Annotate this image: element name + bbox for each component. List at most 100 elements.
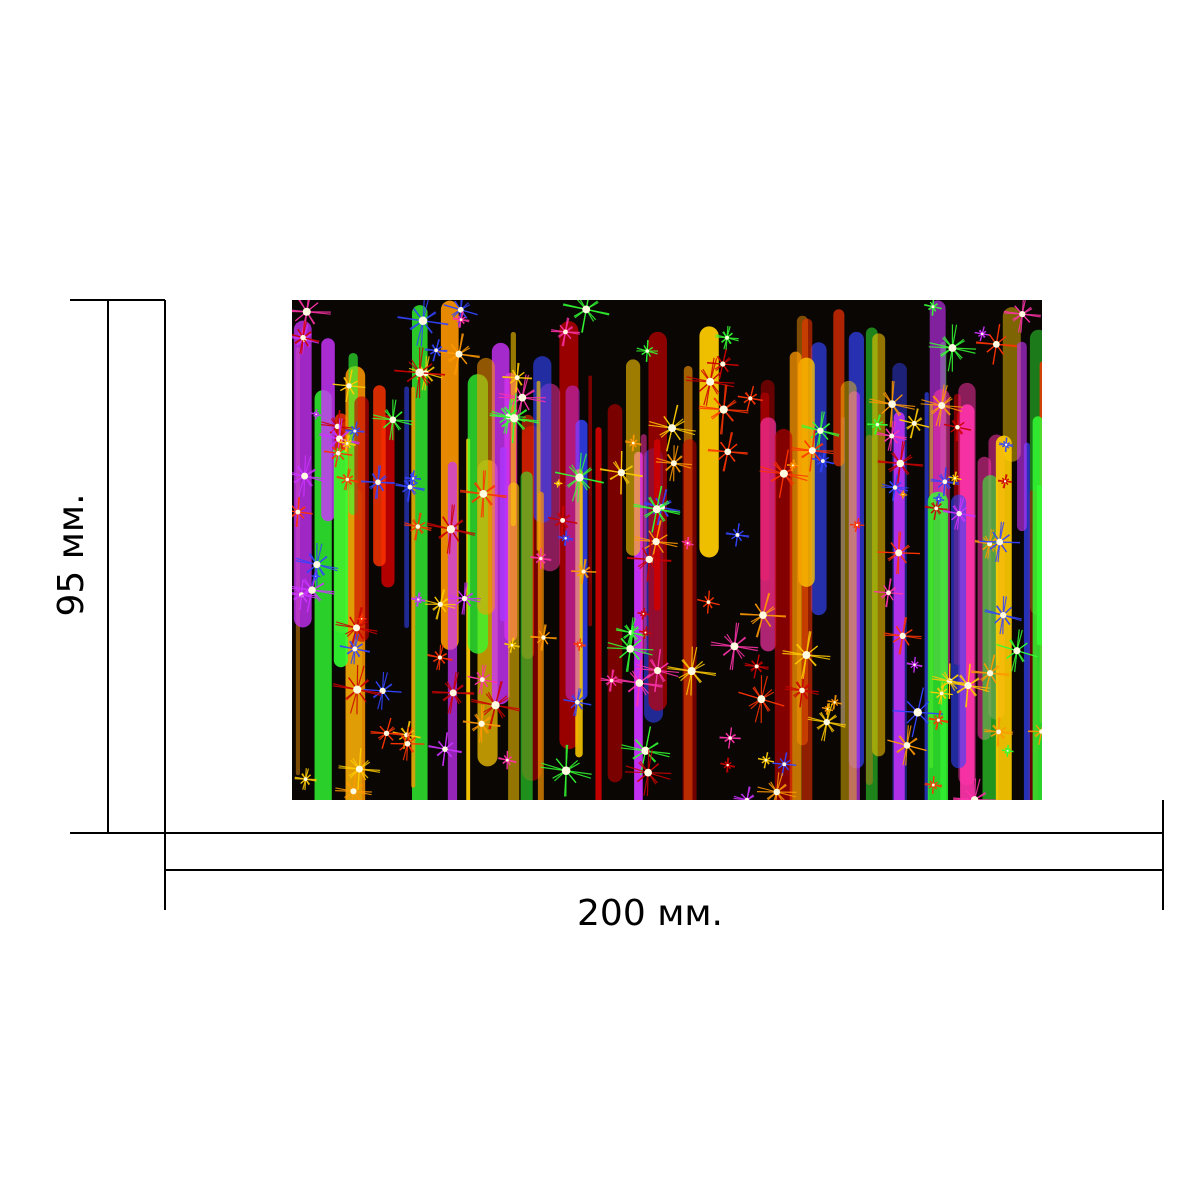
sparkle <box>706 600 711 605</box>
light-streak <box>951 494 967 769</box>
sparkle <box>642 612 645 615</box>
sparkle <box>355 765 363 773</box>
light-streak <box>333 448 348 668</box>
light-streak <box>840 380 857 800</box>
light-streak <box>1023 442 1030 800</box>
sparkle <box>1000 612 1007 619</box>
sparkle <box>346 383 352 389</box>
sparkle <box>720 361 726 367</box>
sparkle <box>295 509 301 515</box>
light-streak <box>774 428 793 800</box>
sparkle <box>560 517 566 523</box>
sparkle <box>334 423 341 430</box>
sparkle <box>644 768 652 777</box>
sparkle <box>899 632 906 639</box>
light-streak <box>625 359 641 556</box>
sparkle <box>896 459 905 468</box>
light-streak <box>595 427 602 800</box>
sparkle <box>434 348 438 353</box>
sparkle <box>335 450 341 456</box>
light-streak <box>848 391 860 800</box>
light-streak <box>982 475 999 800</box>
sparkle <box>375 479 381 486</box>
sparkle <box>578 643 581 646</box>
sparkle <box>449 689 457 697</box>
sparkle <box>888 400 896 409</box>
light-streak <box>411 305 428 800</box>
height-dimension: 95 мм. <box>51 299 166 834</box>
sparkle <box>730 642 739 651</box>
light-streak <box>927 491 949 800</box>
sparkle <box>609 678 614 683</box>
sparkle <box>644 631 647 634</box>
sparkle <box>936 718 941 722</box>
sparkle <box>518 393 527 402</box>
sparkle <box>808 447 816 455</box>
sparkle <box>937 498 940 500</box>
sparkle <box>352 646 358 652</box>
sparkle <box>706 377 715 386</box>
sparkle <box>889 433 895 439</box>
light-streak <box>588 375 593 627</box>
light-streak <box>893 412 905 800</box>
sparkle <box>300 334 306 341</box>
light-streak <box>404 386 410 629</box>
light-streak <box>699 326 719 558</box>
sparkle <box>302 307 311 316</box>
product-image <box>292 300 1042 800</box>
sparkle <box>479 489 488 498</box>
sparkle <box>744 797 750 800</box>
sparkle <box>799 687 805 694</box>
light-streak <box>798 357 815 587</box>
sparkle <box>582 305 591 314</box>
sparkle <box>817 427 824 434</box>
sparkle <box>886 590 891 596</box>
sparkle <box>652 538 660 546</box>
sparkle <box>938 401 946 409</box>
sparkle <box>301 472 309 480</box>
sparkle <box>437 655 443 660</box>
sparkle <box>539 556 543 561</box>
sparkle <box>1019 311 1026 318</box>
light-streak <box>682 439 697 800</box>
width-dimension: 200 мм. <box>164 800 1164 934</box>
sparkle <box>996 729 1001 735</box>
light-streak <box>1017 341 1027 532</box>
sparkle <box>635 679 644 687</box>
sparkle <box>415 368 424 377</box>
sparkle <box>971 796 979 800</box>
sparkle <box>626 644 635 653</box>
height-label: 95 мм. <box>51 493 92 616</box>
sparkle <box>383 730 390 736</box>
sparkle <box>645 349 650 353</box>
sparkle <box>581 569 586 574</box>
sparkle <box>903 741 911 749</box>
sparkle <box>313 560 321 569</box>
sparkle <box>479 677 485 683</box>
sparkle <box>557 482 559 485</box>
sparkle <box>1004 443 1008 446</box>
width-label: 200 мм. <box>577 893 723 934</box>
sparkle <box>719 405 728 414</box>
sparkle <box>350 788 357 795</box>
sparkle <box>407 484 413 490</box>
sparkle <box>353 685 362 694</box>
sparkle <box>670 460 677 467</box>
sparkle <box>505 758 509 762</box>
sparkle <box>686 542 689 545</box>
light-streak <box>1032 416 1042 800</box>
sparkle <box>564 537 567 540</box>
sparkle <box>948 344 957 352</box>
sparkle <box>345 442 349 445</box>
sparkle <box>987 541 993 547</box>
sparkle <box>652 505 661 514</box>
sparkle <box>779 469 788 478</box>
sparkle <box>757 695 766 704</box>
sparkle <box>446 525 456 534</box>
sparkle <box>352 624 361 632</box>
sparkle <box>1013 647 1021 655</box>
sparkle <box>931 783 935 787</box>
light-streak <box>508 482 520 800</box>
sparkle <box>931 305 935 309</box>
